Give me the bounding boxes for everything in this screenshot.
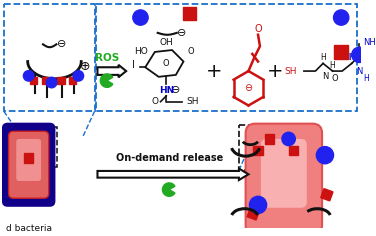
Text: N: N [322,72,328,81]
Text: O: O [163,59,170,68]
Text: H: H [320,53,326,62]
Bar [335,45,348,59]
Circle shape [249,196,267,214]
Text: H: H [330,61,335,70]
Wedge shape [100,74,113,87]
Text: O: O [188,47,194,56]
Circle shape [316,147,334,164]
Circle shape [73,71,83,81]
FancyArrow shape [97,169,249,180]
Text: ROS: ROS [95,53,119,63]
Bar [24,153,33,163]
Bar [57,77,65,84]
Bar [253,146,263,155]
Text: +: + [206,62,222,80]
Text: ⊖: ⊖ [171,85,180,95]
Text: ⊖: ⊖ [177,28,186,38]
Bar [265,134,274,144]
Text: On-demand release: On-demand release [115,153,223,163]
Text: d bacteria: d bacteria [6,224,52,233]
FancyBboxPatch shape [9,131,49,198]
Text: ⊖: ⊖ [244,83,253,93]
FancyBboxPatch shape [2,123,55,207]
FancyBboxPatch shape [16,139,41,181]
Text: N: N [356,67,362,76]
Bar [321,189,333,201]
Bar [69,77,76,84]
Text: +: + [267,62,284,80]
Text: SH: SH [187,97,199,106]
Bar [42,77,50,84]
Bar [5,126,57,167]
Bar [182,7,196,21]
Circle shape [282,132,295,146]
Text: ⊕: ⊕ [80,60,90,73]
Text: ⊖: ⊖ [58,39,67,49]
Text: OH: OH [159,38,173,47]
Bar [239,125,306,170]
Bar [96,4,358,111]
Text: H: H [363,74,369,83]
Bar [289,146,298,155]
Circle shape [334,10,349,25]
Wedge shape [162,183,175,196]
Text: SH: SH [285,67,297,76]
Bar [247,208,259,220]
FancyBboxPatch shape [261,139,307,208]
Circle shape [46,77,57,88]
FancyBboxPatch shape [246,124,322,235]
Circle shape [23,71,34,81]
Text: HO: HO [135,47,148,56]
Text: HN: HN [159,86,174,95]
Text: O: O [331,74,338,83]
Circle shape [133,10,148,25]
Text: I: I [132,60,135,70]
Text: O: O [254,24,262,34]
Text: NH: NH [363,38,376,47]
Bar [4,4,95,111]
Bar [30,77,37,84]
FancyArrow shape [97,65,126,77]
Circle shape [352,47,367,63]
Text: NH: NH [343,53,356,62]
Text: O: O [151,97,158,106]
